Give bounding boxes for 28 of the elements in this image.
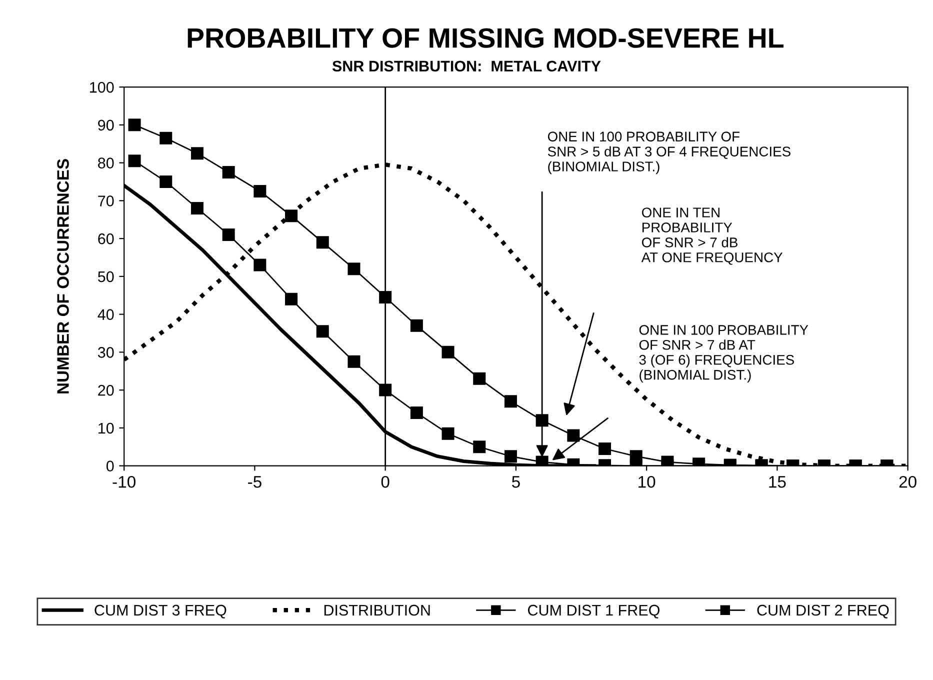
annotation: ONE IN 100 PROBABILITY OF SNR > 7 dB AT 3 (OF 6) FREQUENCIES (BINOMIAL DIST.): [639, 325, 808, 382]
y-tick-label: 20: [98, 384, 114, 396]
annotation: ONE IN 100 PROBABILITY OF SNR > 5 dB AT 3 OF 4 FREQUENCIES (BINOMIAL DIST.): [548, 132, 790, 174]
legend-label: CUM DIST 2 FREQ: [757, 604, 889, 618]
y-tick-label: 70: [98, 196, 114, 206]
x-tick-label: 10: [638, 476, 656, 488]
x-tick-label: 15: [769, 476, 786, 488]
y-tick-label: 10: [98, 422, 114, 434]
x-tick-label: 0: [381, 476, 390, 488]
y-tick-label: 60: [98, 233, 114, 244]
x-tick-label: 5: [512, 476, 520, 488]
x-tick-label: 20: [899, 476, 916, 488]
x-tick-label: -5: [248, 476, 262, 488]
chart-title: PROBABILITY OF MISSING MOD-SEVERE HL: [188, 28, 784, 48]
y-axis-title: NUMBER OF OCCURRENCES: [57, 159, 69, 394]
x-tick-label: -10: [112, 476, 136, 488]
chart-subtitle: SNR DISTRIBUTION: METAL CAVITY: [332, 60, 601, 72]
y-tick-label: 50: [98, 271, 114, 282]
y-tick-label: 40: [98, 309, 114, 320]
legend-label: CUM DIST 1 FREQ: [528, 604, 660, 618]
y-tick-label: 0: [106, 460, 114, 472]
y-tick-label: 80: [98, 158, 114, 168]
y-tick-label: 100: [90, 82, 114, 93]
y-tick-label: 90: [98, 120, 114, 131]
legend-label: CUM DIST 3 FREQ: [94, 604, 226, 618]
annotation: ONE IN TEN PROBABILITY OF SNR > 7 dB AT ONE FREQUENCY: [641, 208, 783, 265]
legend-label: DISTRIBUTION: [324, 604, 430, 616]
y-tick-label: 30: [98, 347, 114, 358]
